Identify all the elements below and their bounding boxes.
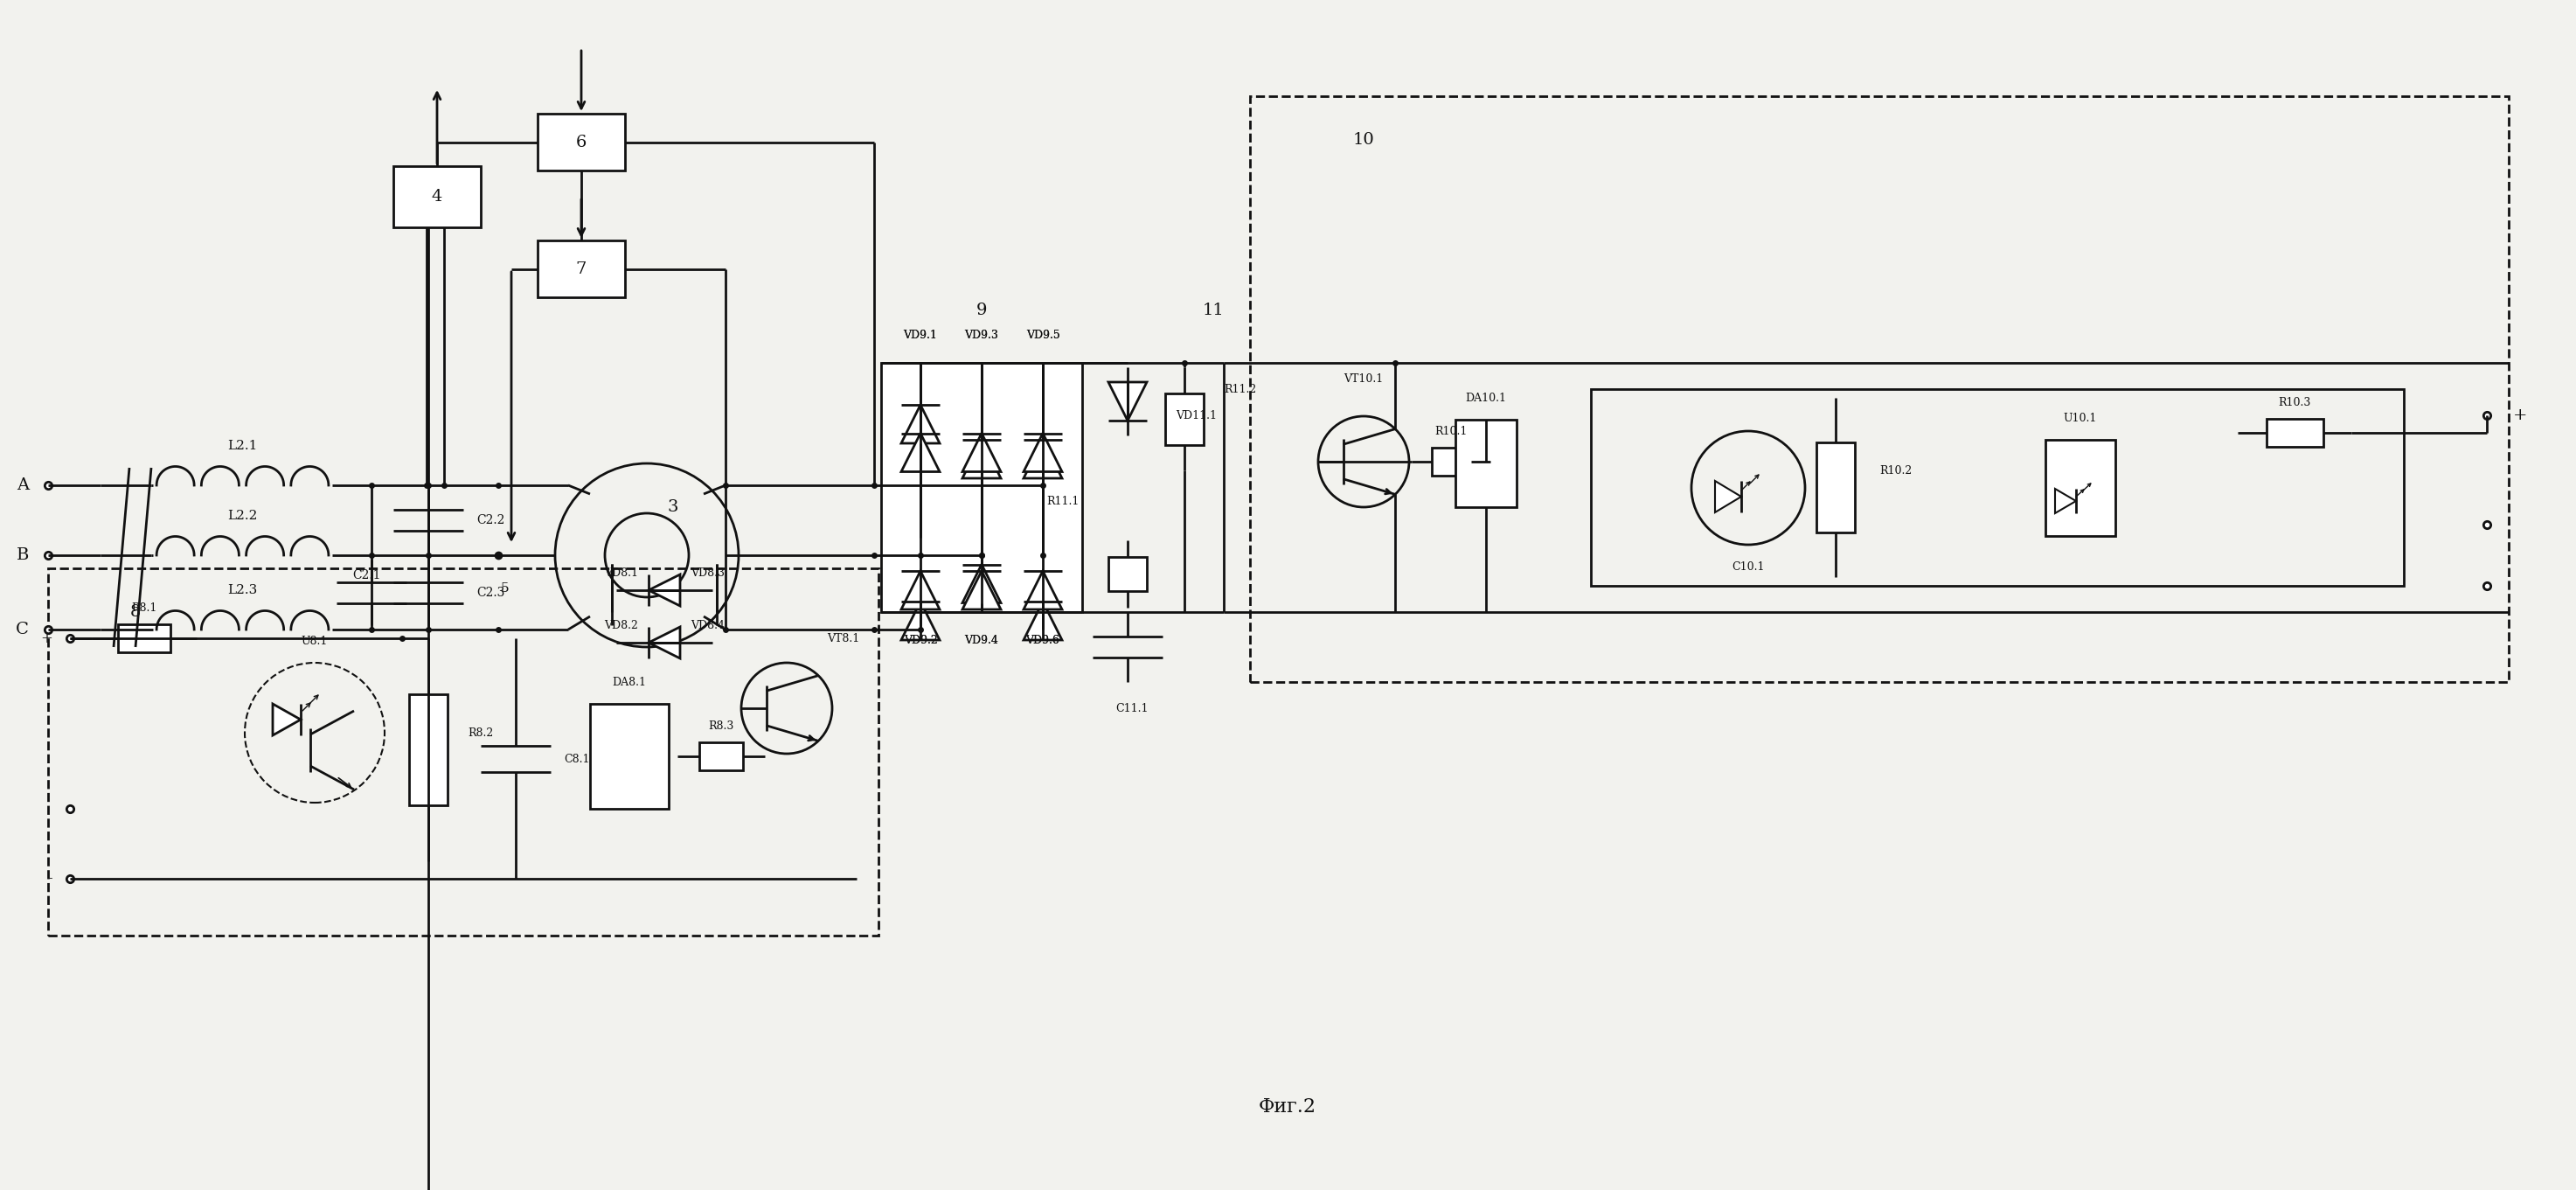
Text: VT8.1: VT8.1 — [827, 633, 860, 644]
Text: VD8.2: VD8.2 — [605, 620, 639, 631]
Polygon shape — [963, 571, 1002, 609]
Text: L2.3: L2.3 — [227, 584, 258, 596]
Polygon shape — [902, 405, 940, 444]
Polygon shape — [1023, 433, 1061, 471]
Text: C2.2: C2.2 — [477, 514, 505, 526]
Text: VD9.6: VD9.6 — [1025, 634, 1059, 646]
Text: VD9.5: VD9.5 — [1025, 330, 1059, 340]
Polygon shape — [649, 575, 680, 606]
Text: VD9.1: VD9.1 — [904, 330, 938, 340]
Text: VD8.3: VD8.3 — [690, 566, 724, 578]
Polygon shape — [1023, 440, 1061, 478]
Bar — [2045, 440, 2115, 536]
Text: +: + — [2514, 407, 2527, 424]
Bar — [118, 625, 170, 652]
Bar — [410, 694, 448, 806]
Polygon shape — [1023, 571, 1061, 609]
Text: R8.3: R8.3 — [708, 720, 734, 732]
Text: C10.1: C10.1 — [1731, 560, 1765, 572]
Text: VD9.4: VD9.4 — [963, 634, 999, 646]
Polygon shape — [2056, 489, 2076, 513]
Text: VD9.4: VD9.4 — [963, 634, 999, 646]
Text: C8.1: C8.1 — [564, 753, 590, 765]
Text: L2.2: L2.2 — [227, 509, 258, 522]
Bar — [1816, 443, 1855, 532]
Text: 3: 3 — [667, 500, 677, 515]
Bar — [881, 363, 1082, 612]
Text: 9: 9 — [976, 302, 987, 318]
Polygon shape — [963, 433, 1002, 471]
Text: C2.3: C2.3 — [477, 587, 505, 599]
Text: +: + — [41, 631, 52, 646]
Text: C2.1: C2.1 — [353, 569, 381, 582]
Text: VT10.1: VT10.1 — [1345, 372, 1383, 384]
Text: Фиг.2: Фиг.2 — [1260, 1097, 1316, 1116]
Polygon shape — [902, 571, 940, 609]
Text: VD11.1: VD11.1 — [1175, 409, 1216, 421]
Text: R10.2: R10.2 — [1880, 465, 1911, 476]
Text: VD9.1: VD9.1 — [904, 330, 938, 340]
Text: R11.2: R11.2 — [1224, 383, 1257, 395]
Text: 6: 6 — [577, 134, 587, 150]
Polygon shape — [902, 602, 940, 640]
Polygon shape — [649, 627, 680, 658]
Text: -: - — [46, 871, 52, 887]
Text: U10.1: U10.1 — [2063, 412, 2097, 424]
Text: VD8.1: VD8.1 — [603, 566, 639, 578]
Bar — [1108, 557, 1146, 591]
Bar — [394, 167, 482, 227]
Text: 10: 10 — [1352, 132, 1376, 148]
Text: VD9.2: VD9.2 — [904, 634, 938, 646]
Bar — [1432, 447, 1471, 476]
Bar — [1164, 393, 1203, 445]
Bar — [538, 240, 626, 298]
Text: R10.1: R10.1 — [1435, 425, 1468, 437]
Text: 5: 5 — [500, 582, 510, 595]
Text: R8.1: R8.1 — [131, 602, 157, 613]
Text: VD9.3: VD9.3 — [963, 330, 999, 340]
Text: L2.1: L2.1 — [227, 440, 258, 452]
Bar — [49, 569, 878, 935]
Text: B: B — [15, 547, 28, 563]
Text: R11.1: R11.1 — [1046, 495, 1079, 507]
Bar — [2267, 419, 2324, 446]
Text: R10.3: R10.3 — [2277, 396, 2311, 408]
Bar — [1592, 389, 2403, 585]
Text: R8.2: R8.2 — [469, 727, 492, 738]
Bar — [590, 703, 670, 809]
Polygon shape — [1108, 382, 1146, 420]
Text: DA8.1: DA8.1 — [613, 676, 647, 688]
Text: 8: 8 — [129, 605, 142, 620]
Text: 11: 11 — [1203, 302, 1224, 318]
Bar — [538, 114, 626, 170]
Text: A: A — [15, 477, 28, 493]
Text: 7: 7 — [577, 262, 587, 277]
Bar — [698, 743, 742, 770]
Text: C11.1: C11.1 — [1115, 702, 1149, 714]
Polygon shape — [273, 703, 301, 735]
Polygon shape — [902, 433, 940, 471]
Bar — [1455, 420, 1517, 507]
Text: 4: 4 — [433, 189, 443, 205]
Text: VD9.6: VD9.6 — [1025, 634, 1059, 646]
Polygon shape — [963, 564, 1002, 603]
Text: VD8.4: VD8.4 — [690, 620, 724, 631]
Polygon shape — [963, 440, 1002, 478]
Text: VD9.2: VD9.2 — [904, 634, 938, 646]
Text: VD9.5: VD9.5 — [1025, 330, 1059, 340]
Text: VD9.3: VD9.3 — [963, 330, 999, 340]
Text: C: C — [15, 621, 28, 638]
Bar — [1249, 96, 2509, 682]
Polygon shape — [1716, 481, 1741, 513]
Text: U8.1: U8.1 — [301, 635, 327, 646]
Text: DA10.1: DA10.1 — [1466, 393, 1507, 403]
Polygon shape — [1023, 602, 1061, 640]
